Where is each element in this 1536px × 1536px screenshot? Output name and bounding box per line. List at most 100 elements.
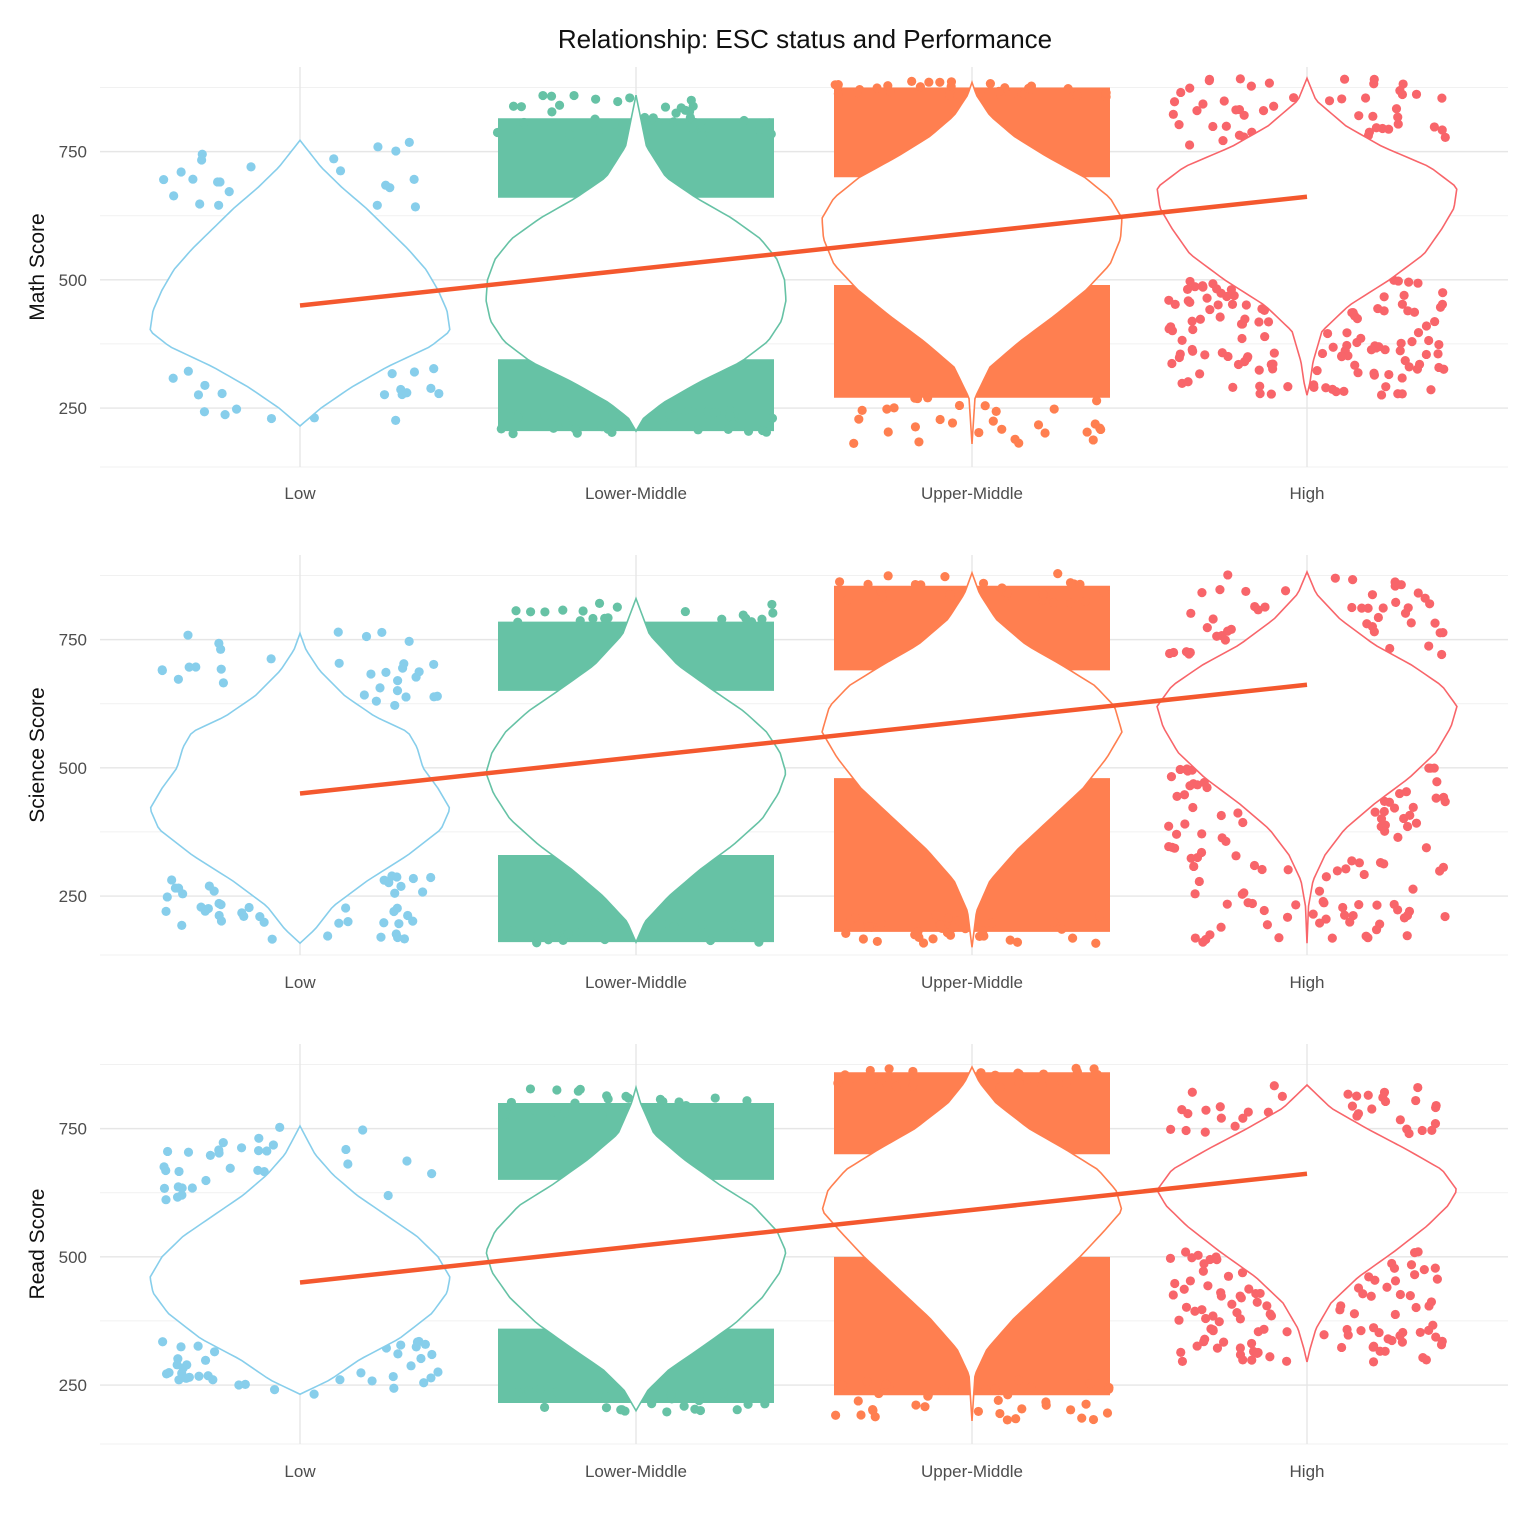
data-point bbox=[1198, 937, 1208, 947]
data-point bbox=[1208, 614, 1218, 624]
y-tick-label: 250 bbox=[59, 399, 87, 418]
data-point bbox=[1212, 1343, 1223, 1353]
data-point bbox=[1193, 1250, 1203, 1260]
data-point bbox=[402, 1156, 412, 1166]
data-point bbox=[1188, 802, 1198, 813]
data-point bbox=[418, 887, 428, 897]
y-tick-label: 750 bbox=[59, 631, 87, 650]
data-point bbox=[201, 1175, 211, 1186]
data-point bbox=[575, 616, 585, 626]
data-point bbox=[1017, 1404, 1027, 1414]
data-point bbox=[746, 617, 757, 627]
data-point bbox=[1402, 931, 1412, 941]
data-point bbox=[1371, 925, 1382, 935]
data-point bbox=[372, 200, 382, 210]
data-point bbox=[1102, 1408, 1113, 1418]
data-point bbox=[220, 410, 230, 420]
data-point bbox=[1393, 832, 1403, 842]
data-point bbox=[1188, 346, 1198, 356]
data-point bbox=[547, 107, 557, 117]
data-point bbox=[1169, 97, 1180, 107]
data-point bbox=[600, 934, 610, 945]
data-point bbox=[209, 1347, 220, 1357]
data-point bbox=[383, 1190, 393, 1201]
data-point bbox=[1434, 339, 1444, 350]
data-point bbox=[1040, 428, 1050, 438]
data-point bbox=[1194, 876, 1204, 887]
data-point bbox=[764, 118, 774, 128]
data-point bbox=[404, 137, 414, 147]
data-point bbox=[1328, 342, 1338, 352]
data-point bbox=[404, 636, 414, 646]
data-point bbox=[1057, 924, 1067, 934]
trend-line bbox=[299, 194, 1308, 308]
panel-2: 250 500 750 Low Lower-Middle Upper-Middle High… bbox=[26, 555, 1508, 992]
data-point bbox=[1101, 88, 1111, 98]
data-point bbox=[725, 411, 735, 421]
data-point bbox=[576, 927, 586, 937]
data-point bbox=[411, 672, 421, 682]
data-point bbox=[1247, 1355, 1257, 1365]
data-point bbox=[608, 410, 618, 420]
data-point bbox=[924, 77, 934, 87]
data-point bbox=[613, 96, 623, 107]
data-point bbox=[216, 916, 227, 926]
violin-group-low bbox=[149, 137, 451, 428]
data-point bbox=[1338, 902, 1348, 913]
data-point bbox=[525, 1084, 536, 1094]
data-point bbox=[513, 617, 523, 627]
data-point bbox=[1190, 933, 1200, 943]
data-point bbox=[1309, 382, 1319, 392]
data-point bbox=[1432, 1274, 1442, 1284]
data-point bbox=[259, 917, 269, 927]
data-point bbox=[359, 690, 369, 700]
data-point bbox=[935, 414, 945, 425]
data-point bbox=[1077, 1413, 1087, 1423]
data-point bbox=[911, 1400, 921, 1410]
data-point bbox=[849, 438, 859, 448]
data-point bbox=[1352, 1111, 1362, 1121]
data-point bbox=[177, 1183, 187, 1193]
data-point bbox=[841, 928, 851, 938]
data-point bbox=[1223, 570, 1233, 580]
data-point bbox=[343, 917, 353, 927]
data-point bbox=[396, 1340, 406, 1350]
data-point bbox=[908, 1066, 918, 1077]
jitter-band-high-right bbox=[974, 1072, 1110, 1155]
data-point bbox=[985, 79, 995, 89]
data-point bbox=[1190, 889, 1200, 899]
data-point bbox=[1430, 1119, 1441, 1129]
data-point bbox=[1213, 300, 1223, 310]
data-point bbox=[366, 669, 376, 679]
data-point bbox=[1038, 1069, 1049, 1079]
data-point bbox=[1174, 352, 1184, 363]
data-point bbox=[1219, 1337, 1229, 1347]
data-point bbox=[393, 676, 403, 686]
data-point bbox=[1027, 84, 1037, 94]
data-point bbox=[1218, 135, 1228, 146]
data-point bbox=[393, 1349, 403, 1359]
data-point bbox=[212, 177, 223, 187]
data-point bbox=[1372, 900, 1382, 910]
data-point bbox=[1437, 649, 1447, 660]
violin-upper-middle bbox=[821, 1065, 1123, 1421]
data-point bbox=[253, 1165, 263, 1175]
data-point bbox=[1341, 864, 1351, 874]
data-point bbox=[1432, 777, 1442, 787]
data-point bbox=[1215, 1102, 1225, 1112]
data-point bbox=[559, 405, 570, 415]
data-point bbox=[159, 1162, 169, 1172]
data-point bbox=[1071, 1063, 1081, 1073]
data-point bbox=[1360, 93, 1371, 103]
data-point bbox=[1347, 602, 1357, 613]
data-point bbox=[1003, 1390, 1013, 1400]
data-point bbox=[427, 1168, 437, 1179]
data-point bbox=[1168, 1290, 1178, 1300]
data-point bbox=[426, 1373, 436, 1383]
data-point bbox=[1421, 1355, 1431, 1365]
data-point bbox=[1171, 829, 1182, 839]
data-point bbox=[1350, 360, 1360, 370]
data-point bbox=[1080, 596, 1091, 606]
data-point bbox=[578, 606, 588, 616]
jitter-band-high-left bbox=[498, 118, 632, 198]
